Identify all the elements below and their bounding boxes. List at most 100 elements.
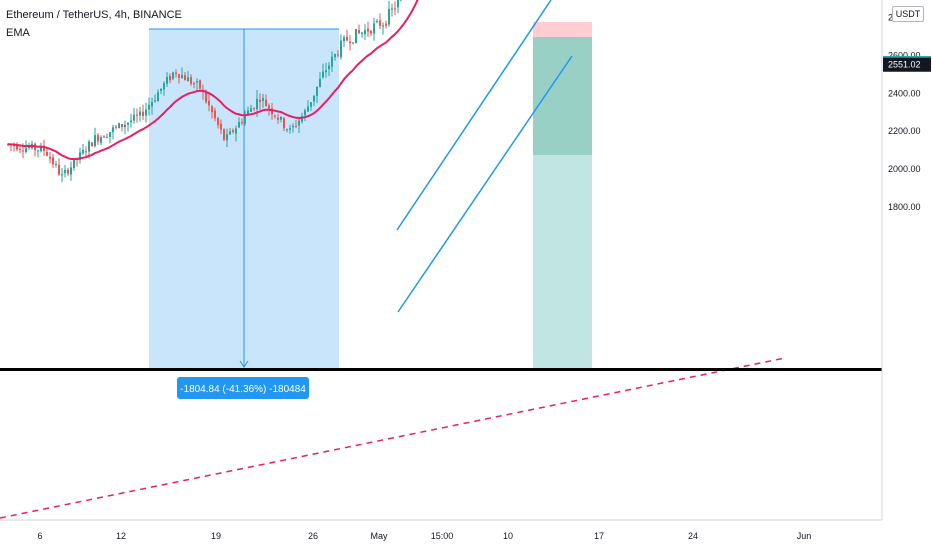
candle-body — [88, 141, 90, 152]
candle-body — [394, 8, 396, 10]
channel-upper-line — [396, 0, 552, 231]
candle-body — [367, 28, 369, 32]
candle-body — [145, 109, 147, 116]
x-tick-label: 24 — [688, 531, 698, 541]
candle-body — [106, 136, 108, 138]
candle-body — [304, 110, 306, 116]
candle-body — [28, 147, 30, 149]
x-tick-label: 10 — [503, 531, 513, 541]
stop-zone — [533, 22, 592, 37]
candle-body — [205, 92, 207, 103]
candle-body — [385, 23, 387, 26]
candle-body — [355, 29, 357, 44]
candle-body — [37, 150, 39, 152]
candle-body — [388, 8, 390, 25]
candle-body — [61, 174, 63, 176]
candle-body — [331, 56, 333, 67]
candle-body — [328, 65, 330, 70]
candle-body — [286, 129, 288, 131]
candle-body — [70, 167, 72, 175]
candle-body — [346, 36, 348, 41]
candle-body — [19, 148, 21, 150]
candle-body — [361, 32, 363, 34]
candle-body — [256, 98, 258, 109]
candle-body — [316, 86, 318, 96]
candle-body — [154, 100, 156, 102]
candle-body — [172, 72, 174, 79]
candle-body — [109, 132, 111, 137]
candle-body — [46, 151, 48, 156]
x-tick-label: May — [370, 531, 388, 541]
candle-body — [148, 104, 150, 110]
candle-body — [97, 135, 99, 142]
price-axis — [882, 0, 932, 550]
candle-body — [94, 135, 96, 147]
candle-body — [169, 75, 171, 81]
candle-body — [196, 81, 198, 83]
measure-label-text: -1804.84 (-41.36%) -180484 — [180, 384, 306, 395]
candle-body — [229, 131, 231, 135]
candle-body — [151, 101, 153, 107]
candle-body — [190, 77, 192, 84]
candle-body — [391, 8, 393, 10]
candle-body — [121, 124, 123, 127]
candle-body — [40, 146, 42, 152]
candle-body — [313, 95, 315, 102]
target-zone — [533, 155, 592, 368]
candle-body — [208, 100, 210, 106]
candle-body — [52, 157, 54, 165]
candle-body — [157, 92, 159, 102]
currency-label[interactable]: USDT — [892, 6, 924, 22]
profit-filled-zone — [533, 37, 592, 155]
candle-body — [265, 99, 267, 106]
candle-body — [358, 30, 360, 33]
candle-body — [139, 111, 141, 116]
candle-body — [181, 74, 183, 79]
y-tick-label: 2600.00 — [888, 50, 921, 60]
candle-body — [199, 80, 201, 89]
candle-body — [67, 169, 69, 174]
candle-body — [373, 23, 375, 34]
candle-body — [277, 117, 279, 120]
y-tick-label: 1800.00 — [888, 202, 921, 212]
candle-body — [175, 72, 177, 74]
candle-body — [193, 83, 195, 85]
candle-body — [235, 128, 237, 134]
candle-body — [292, 125, 294, 128]
candle-body — [217, 118, 219, 126]
candle-body — [283, 118, 285, 129]
candle-body — [118, 123, 120, 128]
candle-body — [253, 108, 255, 110]
candle-body — [364, 30, 366, 35]
x-tick-label: Jun — [797, 531, 812, 541]
candle-body — [73, 158, 75, 169]
candle-body — [379, 20, 381, 27]
candle-body — [247, 110, 249, 116]
candle-body — [268, 105, 270, 109]
measure-arrow-head — [239, 360, 249, 368]
channel-lower-line — [397, 55, 573, 313]
candle-body — [55, 164, 57, 166]
candle-body — [115, 126, 117, 128]
candle-body — [214, 110, 216, 119]
candle-body — [130, 120, 132, 123]
candle-body — [22, 150, 24, 152]
candle-body — [295, 125, 297, 127]
candle-body — [238, 122, 240, 128]
candle-body — [271, 108, 273, 115]
y-tick-label: 2400.00 — [888, 88, 921, 98]
candle-body — [91, 142, 93, 147]
indicator-label[interactable]: EMA — [6, 27, 30, 39]
measure-label-box — [177, 377, 309, 399]
candle-body — [211, 106, 213, 113]
candle-body — [160, 88, 162, 91]
candles — [7, 0, 402, 183]
candle-body — [298, 120, 300, 126]
candle-body — [334, 54, 336, 58]
candle-body — [112, 127, 114, 133]
candle-body — [166, 76, 168, 84]
candle-body — [100, 137, 102, 143]
candle-body — [223, 129, 225, 140]
